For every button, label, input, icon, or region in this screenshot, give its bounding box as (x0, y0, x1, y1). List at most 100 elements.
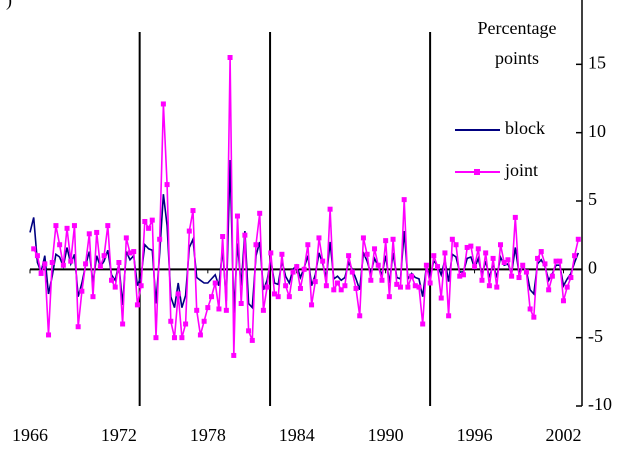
point-marker (497, 242, 503, 248)
point-marker (479, 277, 485, 283)
point-marker (323, 283, 329, 289)
point-marker (523, 269, 529, 275)
point-marker (353, 285, 359, 291)
y-tick-label: -10 (588, 394, 612, 414)
point-marker (209, 294, 215, 300)
point-marker (57, 242, 63, 248)
point-marker (201, 318, 207, 324)
point-marker (86, 231, 92, 237)
point-marker (397, 284, 403, 290)
point-marker (357, 313, 363, 319)
point-marker (83, 261, 89, 267)
point-marker (301, 266, 307, 272)
point-marker (472, 264, 478, 270)
point-marker (197, 332, 203, 338)
point-marker (390, 236, 396, 242)
point-marker (572, 253, 578, 259)
point-marker (31, 246, 37, 252)
point-marker (420, 321, 426, 327)
series-line (32, 57, 580, 356)
point-marker (297, 285, 303, 291)
point-marker (142, 219, 148, 224)
point-marker (483, 250, 489, 256)
y-tick-label: 15 (588, 52, 606, 72)
point-marker (253, 242, 259, 248)
y-tick-label: 0 (588, 257, 597, 277)
point-marker (60, 262, 66, 268)
legend-label: joint (504, 160, 538, 180)
y-axis-label: Percentage (478, 18, 557, 38)
point-marker (460, 272, 466, 278)
point-marker (431, 253, 437, 259)
y-tick-label: 10 (588, 121, 606, 141)
point-marker (216, 306, 222, 312)
point-marker (257, 210, 263, 216)
point-marker (449, 236, 455, 242)
point-marker (123, 235, 129, 241)
panel-label: ) (6, 0, 12, 11)
point-marker (175, 291, 181, 297)
point-marker (160, 101, 166, 107)
x-tick-label: 2002 (545, 425, 581, 445)
point-marker (157, 236, 163, 242)
y-tick-label: -5 (588, 326, 603, 346)
point-marker (64, 225, 70, 231)
point-marker (283, 283, 289, 289)
point-marker (412, 283, 418, 289)
point-marker (190, 208, 196, 214)
point-marker (171, 335, 177, 341)
point-marker (134, 302, 140, 308)
point-marker (264, 284, 270, 290)
x-tick-label: 1972 (101, 425, 137, 445)
point-marker (71, 223, 77, 229)
point-marker (331, 287, 337, 293)
point-marker (164, 182, 170, 188)
point-marker (535, 255, 541, 261)
point-marker (490, 255, 496, 261)
point-marker (312, 279, 318, 285)
point-marker (127, 250, 133, 256)
point-marker (383, 238, 389, 244)
point-marker (505, 257, 511, 263)
y-tick-label: 20 (588, 0, 606, 4)
point-marker (79, 288, 85, 294)
point-marker (405, 284, 411, 290)
point-marker (438, 295, 444, 301)
point-marker (275, 294, 281, 300)
point-marker (379, 277, 385, 283)
point-marker (531, 314, 537, 320)
point-marker (146, 225, 152, 231)
point-marker (442, 250, 448, 256)
point-marker (527, 306, 533, 312)
x-tick-label: 1996 (457, 425, 493, 445)
point-marker (138, 283, 144, 289)
legend-label: block (505, 118, 545, 138)
point-marker (268, 250, 274, 256)
point-marker (90, 294, 96, 300)
point-marker (227, 55, 233, 60)
point-marker (131, 249, 137, 255)
point-marker (338, 287, 344, 293)
point-marker (457, 273, 463, 279)
point-marker (575, 236, 581, 242)
point-marker (346, 253, 352, 259)
point-marker (212, 280, 218, 286)
point-marker (153, 335, 159, 341)
point-marker (416, 284, 422, 290)
x-tick-label: 1978 (190, 425, 226, 445)
point-marker (286, 294, 292, 300)
point-marker (327, 206, 333, 212)
point-marker (242, 232, 248, 238)
point-marker (386, 294, 392, 300)
point-marker (234, 213, 240, 219)
point-marker (427, 280, 433, 286)
point-marker (542, 261, 548, 267)
point-marker (49, 260, 55, 265)
point-marker (231, 352, 237, 358)
point-marker (435, 264, 441, 270)
point-marker (553, 258, 559, 264)
point-marker (334, 280, 340, 286)
point-marker (372, 246, 378, 252)
point-marker (149, 217, 155, 223)
